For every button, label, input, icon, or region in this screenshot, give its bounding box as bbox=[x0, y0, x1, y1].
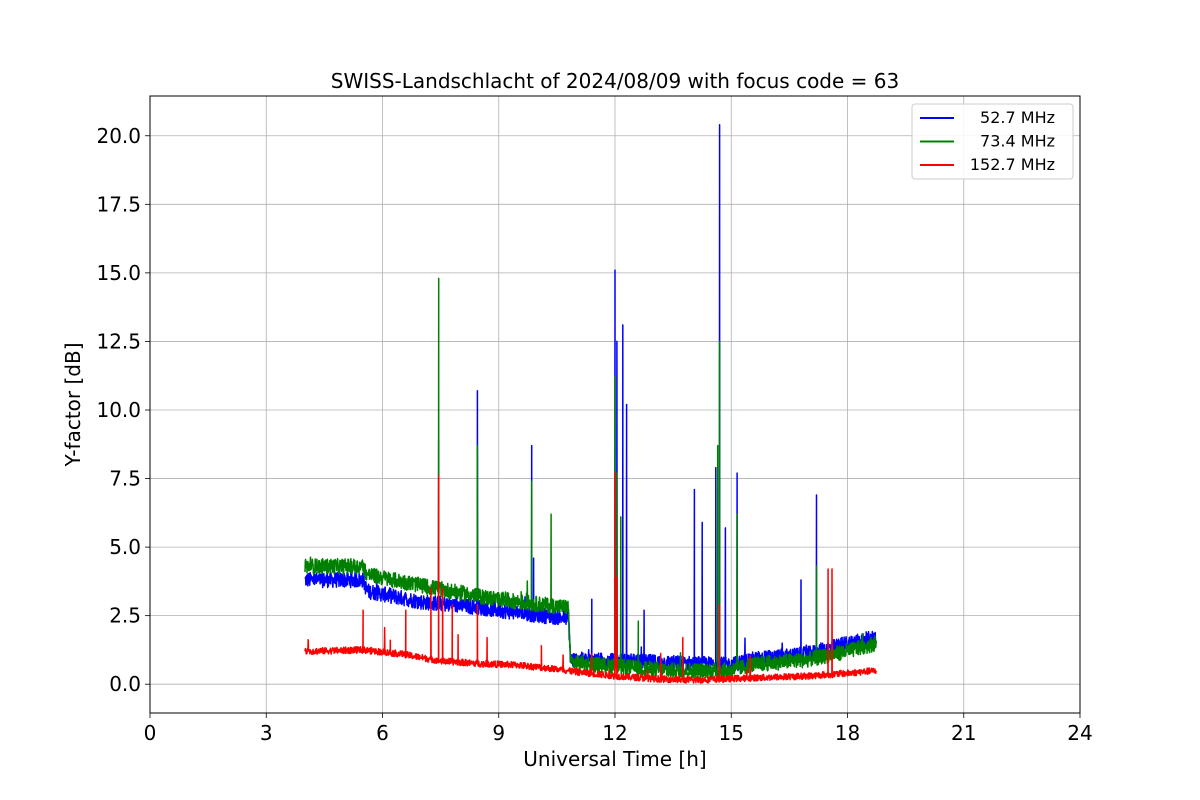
x-tick-label: 0 bbox=[144, 721, 157, 745]
y-tick-label: 5.0 bbox=[109, 535, 141, 559]
chart-title: SWISS-Landschlacht of 2024/08/09 with fo… bbox=[331, 69, 899, 93]
y-tick-label: 0.0 bbox=[109, 672, 141, 696]
y-tick-label: 12.5 bbox=[96, 329, 141, 353]
y-tick-label: 15.0 bbox=[96, 261, 141, 285]
y-axis-label: Y-factor [dB] bbox=[61, 342, 85, 467]
legend-label: 52.7 MHz bbox=[980, 108, 1055, 127]
x-tick-label: 18 bbox=[835, 721, 860, 745]
x-tick-label: 3 bbox=[260, 721, 273, 745]
y-tick-label: 10.0 bbox=[96, 398, 141, 422]
y-tick-label: 2.5 bbox=[109, 604, 141, 628]
y-tick-label: 7.5 bbox=[109, 467, 141, 491]
legend: 52.7 MHz 73.4 MHz 152.7 MHz bbox=[911, 103, 1074, 180]
x-tick-label: 6 bbox=[376, 721, 389, 745]
legend-box bbox=[911, 103, 1074, 180]
x-tick-label: 21 bbox=[951, 721, 976, 745]
legend-label: 73.4 MHz bbox=[980, 132, 1055, 151]
x-tick-label: 12 bbox=[602, 721, 627, 745]
y-tick-label: 17.5 bbox=[96, 192, 141, 216]
legend-label: 152.7 MHz bbox=[970, 155, 1055, 174]
axis-ticks: 0 3 6 9 12 15 18 21 24 0.0 2.5 5.0 7.5 10.0 12.5 15.0 17… bbox=[96, 124, 1092, 745]
x-tick-label: 15 bbox=[719, 721, 744, 745]
y-tick-label: 20.0 bbox=[96, 124, 141, 148]
series-line bbox=[304, 472, 877, 684]
x-tick-label: 24 bbox=[1067, 721, 1092, 745]
plot-series bbox=[304, 124, 878, 684]
x-axis-label: Universal Time [h] bbox=[523, 747, 706, 771]
x-tick-label: 9 bbox=[492, 721, 505, 745]
